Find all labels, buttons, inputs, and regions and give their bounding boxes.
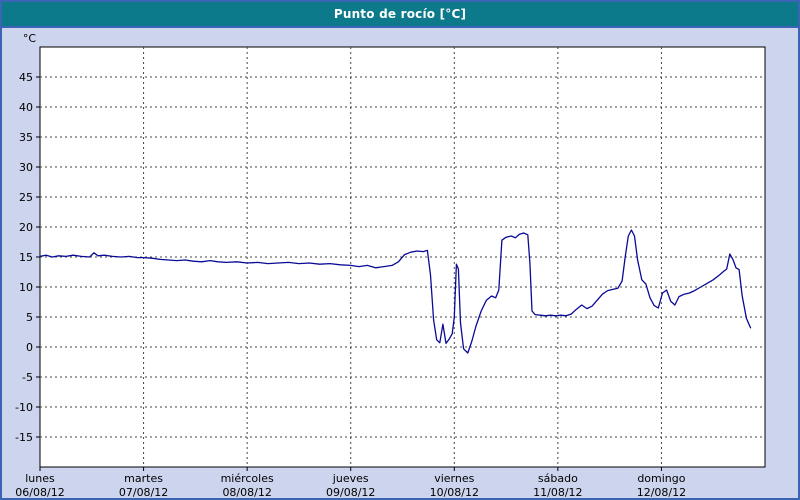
y-tick-label: 20 (19, 221, 33, 234)
x-tick-date-label: 07/08/12 (119, 486, 168, 498)
x-tick-date-label: 12/08/12 (637, 486, 686, 498)
y-tick-label: 15 (19, 251, 33, 264)
x-tick-day-label: domingo (637, 472, 685, 485)
x-tick-day-label: jueves (332, 472, 369, 485)
y-tick-label: 5 (26, 311, 33, 324)
x-tick-day-label: viernes (434, 472, 474, 485)
title-bar: Punto de rocío [°C] (2, 2, 798, 28)
x-tick-day-label: martes (124, 472, 163, 485)
x-tick-day-label: lunes (25, 472, 55, 485)
x-tick-date-label: 11/08/12 (533, 486, 582, 498)
y-tick-label: 30 (19, 161, 33, 174)
y-tick-label: 0 (26, 341, 33, 354)
y-tick-label: 45 (19, 71, 33, 84)
page-title: Punto de rocío [°C] (333, 7, 467, 21)
x-tick-day-label: miércoles (221, 472, 274, 485)
y-tick-label: 40 (19, 101, 33, 114)
x-tick-date-label: 08/08/12 (222, 486, 271, 498)
y-tick-label: -5 (22, 371, 33, 384)
y-tick-label: 10 (19, 281, 33, 294)
y-tick-label: -15 (15, 431, 33, 444)
y-tick-label: 35 (19, 131, 33, 144)
dew-point-chart: 45 40 35 30 25 20 15 10 5 0 -5 -10 -15 °C lunes06/08/1… (15, 32, 766, 498)
x-tick-date-label: 10/08/12 (430, 486, 479, 498)
x-tick-day-label: sábado (538, 472, 578, 485)
y-tick-label: -10 (15, 401, 33, 414)
y-axis-unit-label: °C (23, 32, 37, 45)
chart-area: 45 40 35 30 25 20 15 10 5 0 -5 -10 -15 °C lunes 06/08/1… (2, 28, 798, 498)
x-tick-date-label: 09/08/12 (326, 486, 375, 498)
data-line-punto-de-rocío (39, 229, 752, 354)
x-tick-date-label: 06/08/12 (15, 486, 64, 498)
y-tick-label: 25 (19, 191, 33, 204)
